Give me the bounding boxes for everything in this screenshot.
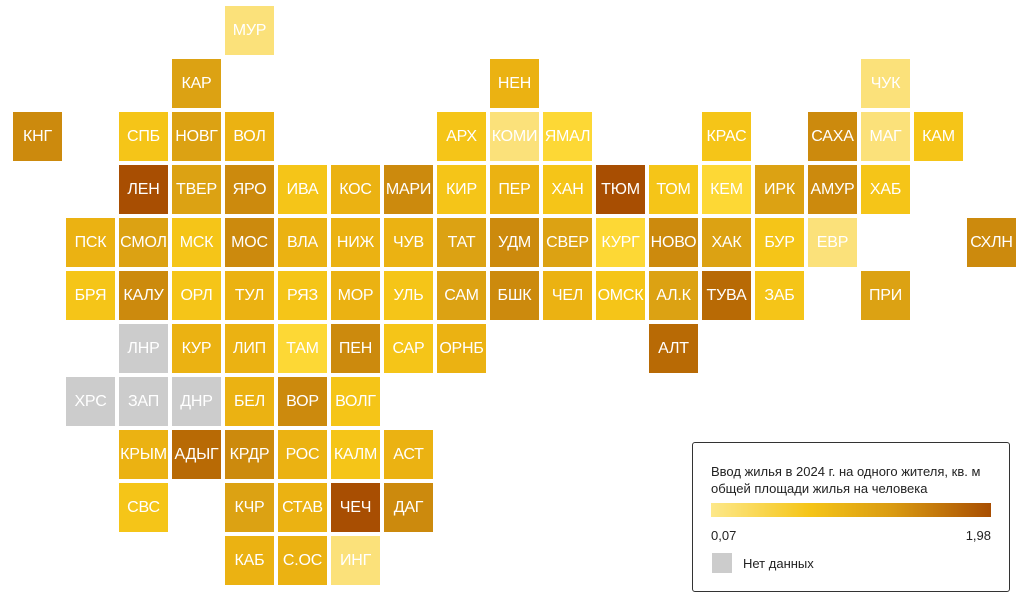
region-tile[interactable]: САМ xyxy=(437,271,486,320)
region-tile[interactable]: ЧЕЛ xyxy=(543,271,592,320)
region-tile[interactable]: КУРГ xyxy=(596,218,645,267)
region-tile[interactable]: КРДР xyxy=(225,430,274,479)
region-tile[interactable]: РЯЗ xyxy=(278,271,327,320)
region-tile[interactable]: БРЯ xyxy=(66,271,115,320)
region-tile[interactable]: ВЛА xyxy=(278,218,327,267)
region-tile[interactable]: ВОЛГ xyxy=(331,377,380,426)
legend-max-value: 1,98 xyxy=(965,528,991,543)
region-tile[interactable]: ПРИ xyxy=(861,271,910,320)
region-tile[interactable]: КЧР xyxy=(225,483,274,532)
region-tile[interactable]: ДНР xyxy=(172,377,221,426)
region-tile[interactable]: КАЛУ xyxy=(119,271,168,320)
region-tile[interactable]: УДМ xyxy=(490,218,539,267)
region-tile[interactable]: ТАТ xyxy=(437,218,486,267)
region-tile[interactable]: КЕМ xyxy=(702,165,751,214)
region-tile[interactable]: ЛИП xyxy=(225,324,274,373)
region-tile[interactable]: ЕВР xyxy=(808,218,857,267)
region-tile[interactable]: КНГ xyxy=(13,112,62,161)
region-tile[interactable]: ТУВА xyxy=(702,271,751,320)
region-tile[interactable]: КРЫМ xyxy=(119,430,168,479)
region-tile[interactable]: ВОЛ xyxy=(225,112,274,161)
region-tile[interactable]: МУР xyxy=(225,6,274,55)
region-tile[interactable]: ХАН xyxy=(543,165,592,214)
region-tile[interactable]: АРХ xyxy=(437,112,486,161)
region-tile[interactable]: МОР xyxy=(331,271,380,320)
region-tile[interactable]: ХАК xyxy=(702,218,751,267)
region-tile[interactable]: КАМ xyxy=(914,112,963,161)
region-tile[interactable]: ТУЛ xyxy=(225,271,274,320)
region-tile[interactable]: ТВЕР xyxy=(172,165,221,214)
region-tile[interactable]: ХРС xyxy=(66,377,115,426)
region-tile[interactable]: ОРЛ xyxy=(172,271,221,320)
legend-color-bar xyxy=(711,503,991,517)
region-tile[interactable]: КИР xyxy=(437,165,486,214)
region-tile[interactable]: НОВО xyxy=(649,218,698,267)
region-tile[interactable]: ЯМАЛ xyxy=(543,112,592,161)
region-tile[interactable]: ЯРО xyxy=(225,165,274,214)
region-tile[interactable]: КАБ xyxy=(225,536,274,585)
region-tile[interactable]: КОС xyxy=(331,165,380,214)
region-tile[interactable]: МСК xyxy=(172,218,221,267)
region-tile[interactable]: ЗАП xyxy=(119,377,168,426)
region-tile[interactable]: АДЫГ xyxy=(172,430,221,479)
region-tile[interactable]: СПБ xyxy=(119,112,168,161)
legend-nodata-swatch xyxy=(712,553,732,573)
region-tile[interactable]: УЛЬ xyxy=(384,271,433,320)
region-tile[interactable]: ДАГ xyxy=(384,483,433,532)
region-tile[interactable]: СВЕР xyxy=(543,218,592,267)
region-tile[interactable]: ЗАБ xyxy=(755,271,804,320)
region-tile[interactable]: ОМСК xyxy=(596,271,645,320)
region-tile[interactable]: ОРНБ xyxy=(437,324,486,373)
region-tile[interactable]: АМУР xyxy=(808,165,857,214)
legend-min-value: 0,07 xyxy=(711,528,737,543)
legend-nodata-label: Нет данных xyxy=(743,556,814,571)
region-tile[interactable]: ИВА xyxy=(278,165,327,214)
region-tile[interactable]: КАР xyxy=(172,59,221,108)
region-tile[interactable]: ЛНР xyxy=(119,324,168,373)
region-tile[interactable]: САР xyxy=(384,324,433,373)
region-tile[interactable]: КУР xyxy=(172,324,221,373)
region-tile[interactable]: ПЕН xyxy=(331,324,380,373)
region-tile[interactable]: ТЮМ xyxy=(596,165,645,214)
region-tile[interactable]: ПЕР xyxy=(490,165,539,214)
region-tile[interactable]: ТАМ xyxy=(278,324,327,373)
region-tile[interactable]: НЕН xyxy=(490,59,539,108)
region-tile[interactable]: МАГ xyxy=(861,112,910,161)
region-tile[interactable]: ЧЕЧ xyxy=(331,483,380,532)
region-tile[interactable]: ХАБ xyxy=(861,165,910,214)
region-tile[interactable]: ИРК xyxy=(755,165,804,214)
region-tile[interactable]: МАРИ xyxy=(384,165,433,214)
region-tile[interactable]: СХЛН xyxy=(967,218,1016,267)
region-tile[interactable]: СВС xyxy=(119,483,168,532)
region-tile[interactable]: НОВГ xyxy=(172,112,221,161)
region-tile[interactable]: СТАВ xyxy=(278,483,327,532)
region-tile[interactable]: ИНГ xyxy=(331,536,380,585)
region-tile[interactable]: ПСК xyxy=(66,218,115,267)
region-tile[interactable]: ЛЕН xyxy=(119,165,168,214)
region-tile[interactable]: КРАС xyxy=(702,112,751,161)
region-tile[interactable]: КАЛМ xyxy=(331,430,380,479)
region-tile[interactable]: ТОМ xyxy=(649,165,698,214)
legend-title: Ввод жилья в 2024 г. на одного жителя, к… xyxy=(711,464,981,496)
region-tile[interactable]: БУР xyxy=(755,218,804,267)
region-tile[interactable]: БЕЛ xyxy=(225,377,274,426)
region-tile[interactable]: КОМИ xyxy=(490,112,539,161)
region-tile[interactable]: НИЖ xyxy=(331,218,380,267)
region-tile[interactable]: САХА xyxy=(808,112,857,161)
region-tile[interactable]: СМОЛ xyxy=(119,218,168,267)
region-tile[interactable]: С.ОС xyxy=(278,536,327,585)
region-tile[interactable]: АЛ.К xyxy=(649,271,698,320)
region-tile[interactable]: ВОР xyxy=(278,377,327,426)
region-tile[interactable]: АСТ xyxy=(384,430,433,479)
region-tile[interactable]: МОС xyxy=(225,218,274,267)
region-tile[interactable]: БШК xyxy=(490,271,539,320)
region-tile[interactable]: ЧУВ xyxy=(384,218,433,267)
region-tile[interactable]: АЛТ xyxy=(649,324,698,373)
legend: Ввод жилья в 2024 г. на одного жителя, к… xyxy=(692,442,1010,592)
region-tile[interactable]: РОС xyxy=(278,430,327,479)
region-tile[interactable]: ЧУК xyxy=(861,59,910,108)
